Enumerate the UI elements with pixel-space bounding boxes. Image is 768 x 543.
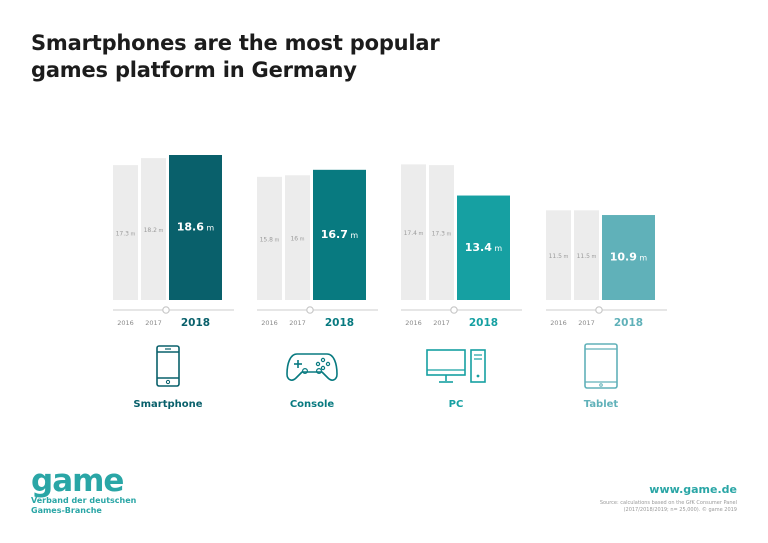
- year-tick-label: 2017: [578, 319, 595, 327]
- year-tick-label: 2017: [145, 319, 162, 327]
- data-label: 13.4 m: [465, 241, 503, 254]
- bar-smartphone-2017: [141, 158, 166, 300]
- source-line-2: (2017/2018/2019; n= 25,000). © game 2019: [623, 507, 737, 513]
- data-label-unit: m: [417, 231, 424, 237]
- data-label-value: 10.9: [610, 251, 637, 264]
- data-label-value: 11.5: [549, 253, 563, 260]
- game-logo: game: [31, 463, 124, 499]
- data-label: 17.3 m: [116, 231, 136, 238]
- data-label-value: 17.4: [404, 230, 418, 237]
- data-label-value: 11.5: [577, 253, 591, 260]
- category-label-console: Console: [290, 399, 335, 410]
- axis-marker: [595, 306, 603, 314]
- year-tick-label: 2018: [181, 317, 210, 329]
- data-label-value: 18.6: [177, 221, 204, 234]
- data-label-value: 17.3: [432, 231, 446, 238]
- year-tick-label: 2018: [469, 317, 498, 329]
- year-tick-label: 2016: [405, 319, 422, 327]
- category-label-smartphone: Smartphone: [133, 399, 202, 410]
- bar-console-2017: [285, 175, 310, 300]
- data-label-value: 13.4: [465, 241, 492, 254]
- data-label: 16.7 m: [321, 228, 359, 241]
- data-label-value: 16: [290, 236, 298, 243]
- data-label-unit: m: [562, 254, 569, 260]
- bar-tablet-2017: [574, 210, 599, 300]
- category-label-tablet: Tablet: [584, 399, 619, 410]
- data-label: 16 m: [290, 236, 304, 243]
- bar-pc-2017: [429, 165, 454, 300]
- data-label-unit: m: [348, 231, 359, 240]
- data-label-unit: m: [445, 232, 452, 238]
- data-label: 15.8 m: [260, 236, 280, 243]
- bar-tablet-2018: [602, 215, 655, 300]
- desktop-pc-icon: [426, 349, 486, 383]
- bar-console-2016: [257, 176, 282, 300]
- data-label-unit: m: [204, 224, 215, 233]
- year-tick-label: 2017: [289, 319, 306, 327]
- data-label-value: 18.2: [144, 227, 158, 234]
- data-label-value: 15.8: [260, 236, 274, 243]
- data-label-unit: m: [590, 254, 597, 260]
- axis-marker: [450, 306, 458, 314]
- axis-marker: [162, 306, 170, 314]
- gamepad-icon: [286, 353, 338, 381]
- data-label-unit: m: [492, 244, 503, 253]
- data-label-unit: m: [298, 237, 305, 243]
- axis-marker: [306, 306, 314, 314]
- data-label-unit: m: [129, 232, 136, 238]
- data-label: 10.9 m: [610, 251, 648, 264]
- data-label-unit: m: [273, 237, 280, 243]
- bar-chart: 17.3 m 2016 18.2 m 2017 18.6 m 2018 Smartphone…: [113, 155, 667, 410]
- data-label: 11.5 m: [549, 253, 569, 260]
- bar-pc-2016: [401, 164, 426, 300]
- category-label-pc: PC: [449, 399, 464, 410]
- bar-console-2018: [313, 169, 366, 300]
- bar-smartphone-2018: [169, 155, 222, 300]
- data-label-value: 16.7: [321, 228, 348, 241]
- year-tick-label: 2016: [550, 319, 567, 327]
- data-label: 18.2 m: [144, 227, 164, 234]
- logo-subtitle-line-1: Verband der deutschen: [31, 496, 137, 505]
- bar-smartphone-2016: [113, 165, 138, 300]
- website-link[interactable]: www.game.de: [649, 483, 737, 496]
- source-line-1: Source: calculations based on the GfK Co…: [599, 500, 737, 506]
- logo-subtitle-line-2: Games-Branche: [31, 506, 102, 515]
- source-note: Source: calculations based on the GfK Co…: [477, 500, 737, 514]
- data-label: 18.6 m: [177, 221, 215, 234]
- logo-subtitle: Verband der deutschen Games-Branche: [31, 496, 191, 516]
- data-label-value: 17.3: [116, 231, 130, 238]
- smartphone-icon: [156, 345, 180, 387]
- tablet-icon: [584, 343, 618, 389]
- data-label: 11.5 m: [577, 253, 597, 260]
- year-tick-label: 2017: [433, 319, 450, 327]
- data-label: 17.3 m: [432, 231, 452, 238]
- year-tick-label: 2018: [614, 317, 643, 329]
- data-label-unit: m: [157, 228, 164, 234]
- chart-title: Smartphones are the most popular games p…: [31, 31, 440, 82]
- bar-pc-2018: [457, 195, 510, 300]
- year-tick-label: 2016: [117, 319, 134, 327]
- data-label: 17.4 m: [404, 230, 424, 237]
- year-tick-label: 2016: [261, 319, 278, 327]
- data-label-unit: m: [637, 254, 648, 263]
- year-tick-label: 2018: [325, 317, 354, 329]
- bar-tablet-2016: [546, 210, 571, 300]
